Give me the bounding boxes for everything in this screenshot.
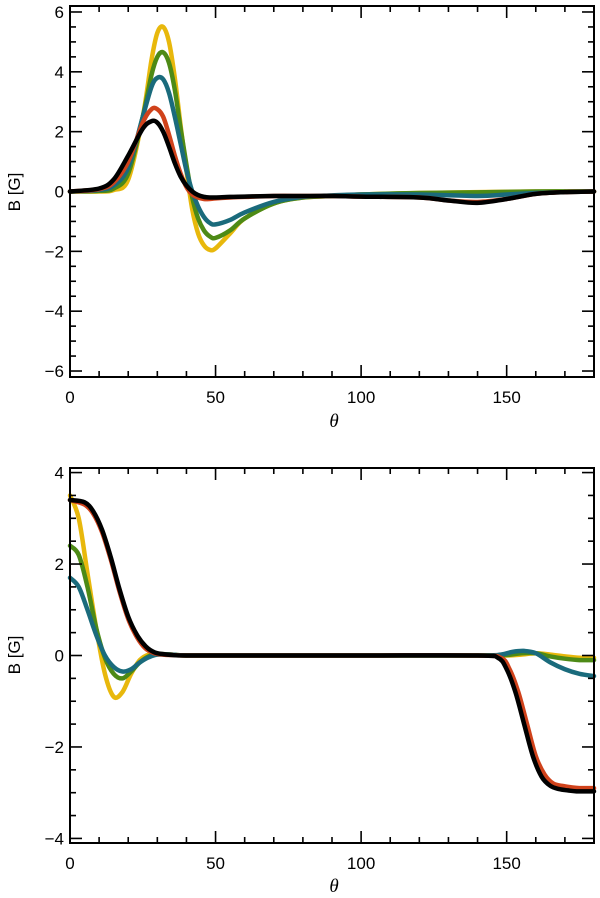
ticks-bottom [69,468,595,843]
plot-top: 0 50 100 150 −6 −4 −2 0 2 4 6 B [G] θ [5,3,597,432]
y-axis-title-top: B [G] [5,173,24,212]
x-axis-title-top: θ [329,411,338,432]
y-axis-title-bottom: B [G] [5,636,24,675]
series-line-yellow [67,493,597,700]
y-tick-label: 2 [55,123,64,142]
x-tick-label: 100 [347,388,375,407]
series-line-green [67,49,597,241]
plot-bottom: 0 50 100 150 −4 −2 0 2 4 B [G] θ [5,464,597,897]
series-line-red [67,497,597,791]
y-tick-label: −2 [45,242,64,261]
series-line-teal [67,74,597,227]
y-tick-label: 0 [55,647,64,666]
y-tick-label: −2 [45,738,64,757]
x-tick-label: 100 [347,854,375,873]
y-tick-label: −6 [45,362,64,381]
series-line-black [67,118,597,206]
tick-labels-top: 0 50 100 150 −6 −4 −2 0 2 4 6 [45,3,521,407]
ticks-top [69,6,595,377]
series-line-yellow [67,24,597,253]
y-tick-label: 2 [55,555,64,574]
x-tick-label: 150 [492,854,520,873]
x-tick-label: 50 [206,388,225,407]
x-tick-label: 50 [206,854,225,873]
x-tick-label: 0 [65,388,74,407]
y-tick-label: −4 [45,829,64,848]
x-tick-label: 150 [492,388,520,407]
tick-labels-bottom: 0 50 100 150 −4 −2 0 2 4 [45,464,521,873]
x-tick-label: 0 [65,854,74,873]
y-tick-label: 4 [55,464,64,483]
series-lines-top [67,24,597,253]
x-axis-title-bottom: θ [329,876,338,897]
y-tick-label: 6 [55,3,64,22]
series-line-teal [67,575,597,679]
series-line-black [67,497,597,794]
y-tick-label: −4 [45,302,64,321]
y-tick-label: 4 [55,63,64,82]
y-tick-label: 0 [55,183,64,202]
series-lines-bottom [67,493,597,794]
